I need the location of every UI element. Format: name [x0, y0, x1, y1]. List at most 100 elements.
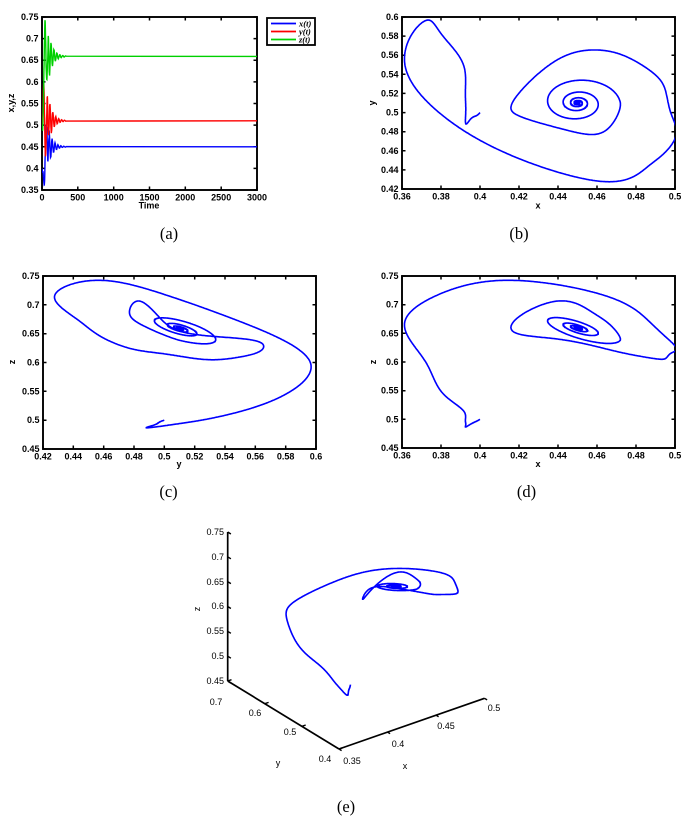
svg-text:0.54: 0.54 — [381, 69, 399, 79]
svg-text:0.45: 0.45 — [21, 142, 39, 152]
svg-text:0.42: 0.42 — [510, 192, 528, 202]
svg-text:z: z — [7, 359, 17, 364]
svg-text:0.75: 0.75 — [206, 527, 224, 537]
svg-text:(a): (a) — [160, 224, 178, 243]
svg-text:0.6: 0.6 — [27, 358, 40, 368]
svg-text:0.55: 0.55 — [22, 386, 40, 396]
svg-text:0.6: 0.6 — [310, 452, 323, 462]
svg-text:y: y — [176, 459, 181, 469]
svg-text:0.48: 0.48 — [627, 451, 645, 461]
svg-text:0.35: 0.35 — [343, 756, 361, 766]
svg-text:z: z — [368, 359, 378, 364]
svg-text:0.65: 0.65 — [381, 328, 399, 338]
svg-text:0.65: 0.65 — [206, 577, 224, 587]
svg-text:500: 500 — [70, 193, 85, 203]
svg-text:0.45: 0.45 — [381, 443, 399, 453]
svg-text:x: x — [403, 761, 408, 771]
svg-text:0.44: 0.44 — [381, 165, 399, 175]
svg-text:0.65: 0.65 — [22, 329, 40, 339]
svg-text:3000: 3000 — [247, 193, 267, 203]
svg-text:x: x — [535, 201, 540, 211]
svg-text:1000: 1000 — [104, 193, 124, 203]
svg-text:0.7: 0.7 — [27, 300, 40, 310]
svg-text:1500: 1500 — [139, 193, 159, 203]
svg-text:0.58: 0.58 — [381, 31, 399, 41]
svg-text:x: x — [535, 459, 540, 469]
svg-text:0.36: 0.36 — [393, 451, 411, 461]
svg-text:0.7: 0.7 — [26, 34, 39, 44]
svg-text:(c): (c) — [159, 482, 177, 501]
svg-text:0.52: 0.52 — [381, 88, 399, 98]
svg-text:0.56: 0.56 — [381, 50, 399, 60]
svg-text:0.6: 0.6 — [211, 601, 224, 611]
svg-text:0.46: 0.46 — [95, 452, 113, 462]
svg-text:0.54: 0.54 — [216, 452, 234, 462]
svg-text:0.42: 0.42 — [381, 184, 399, 194]
svg-text:0.6: 0.6 — [386, 357, 399, 367]
svg-text:0.55: 0.55 — [21, 99, 39, 109]
svg-text:0.5: 0.5 — [158, 452, 171, 462]
svg-text:0.4: 0.4 — [319, 754, 332, 764]
svg-text:y(t): y(t) — [298, 27, 311, 37]
svg-text:0.45: 0.45 — [437, 721, 455, 731]
svg-text:0.7: 0.7 — [386, 300, 399, 310]
svg-text:0.7: 0.7 — [211, 552, 224, 562]
svg-text:0.4: 0.4 — [474, 192, 487, 202]
svg-text:z(t): z(t) — [298, 35, 311, 45]
svg-text:(b): (b) — [509, 224, 528, 243]
svg-text:0.5: 0.5 — [669, 192, 682, 202]
svg-text:0.4: 0.4 — [392, 739, 405, 749]
svg-text:0.4: 0.4 — [26, 163, 39, 173]
svg-text:(e): (e) — [337, 797, 355, 816]
svg-text:x(t): x(t) — [298, 19, 311, 29]
svg-text:0.44: 0.44 — [549, 451, 567, 461]
svg-text:0.44: 0.44 — [65, 452, 83, 462]
svg-text:0.4: 0.4 — [474, 451, 487, 461]
svg-text:0.42: 0.42 — [510, 451, 528, 461]
svg-text:0.42: 0.42 — [34, 452, 52, 462]
svg-text:0: 0 — [39, 193, 44, 203]
svg-text:0.56: 0.56 — [247, 452, 265, 462]
svg-text:(d): (d) — [517, 482, 536, 501]
svg-text:0.6: 0.6 — [26, 77, 39, 87]
svg-text:0.7: 0.7 — [210, 697, 223, 707]
svg-text:0.52: 0.52 — [186, 452, 204, 462]
svg-text:0.45: 0.45 — [206, 676, 224, 686]
svg-text:0.38: 0.38 — [432, 192, 450, 202]
svg-text:y: y — [276, 758, 281, 768]
svg-text:0.75: 0.75 — [381, 271, 399, 281]
svg-text:0.55: 0.55 — [206, 626, 224, 636]
svg-text:0.5: 0.5 — [488, 703, 501, 713]
svg-text:0.45: 0.45 — [22, 444, 40, 454]
svg-text:0.5: 0.5 — [27, 415, 40, 425]
svg-text:y: y — [367, 100, 377, 105]
svg-text:0.5: 0.5 — [386, 108, 399, 118]
svg-text:0.5: 0.5 — [211, 651, 224, 661]
svg-text:z: z — [192, 606, 202, 611]
svg-text:0.35: 0.35 — [21, 185, 39, 195]
svg-text:0.75: 0.75 — [21, 12, 39, 22]
svg-text:0.58: 0.58 — [277, 452, 295, 462]
svg-text:0.36: 0.36 — [393, 192, 411, 202]
svg-text:0.48: 0.48 — [627, 192, 645, 202]
svg-text:0.38: 0.38 — [432, 451, 450, 461]
svg-text:0.55: 0.55 — [381, 386, 399, 396]
svg-text:2000: 2000 — [175, 193, 195, 203]
svg-text:x,y,z: x,y,z — [6, 93, 16, 112]
svg-text:0.46: 0.46 — [588, 192, 606, 202]
svg-text:0.46: 0.46 — [381, 146, 399, 156]
svg-text:0.5: 0.5 — [284, 727, 297, 737]
svg-text:0.6: 0.6 — [249, 708, 262, 718]
svg-text:Time: Time — [139, 201, 160, 211]
svg-text:0.65: 0.65 — [21, 55, 39, 65]
svg-text:0.75: 0.75 — [22, 271, 40, 281]
svg-text:2500: 2500 — [211, 193, 231, 203]
svg-text:0.44: 0.44 — [549, 192, 567, 202]
svg-text:0.6: 0.6 — [386, 12, 399, 22]
svg-text:0.48: 0.48 — [381, 127, 399, 137]
svg-text:0.5: 0.5 — [26, 120, 39, 130]
svg-text:0.48: 0.48 — [125, 452, 143, 462]
svg-text:0.5: 0.5 — [669, 451, 682, 461]
svg-text:0.5: 0.5 — [386, 414, 399, 424]
svg-text:0.46: 0.46 — [588, 451, 606, 461]
